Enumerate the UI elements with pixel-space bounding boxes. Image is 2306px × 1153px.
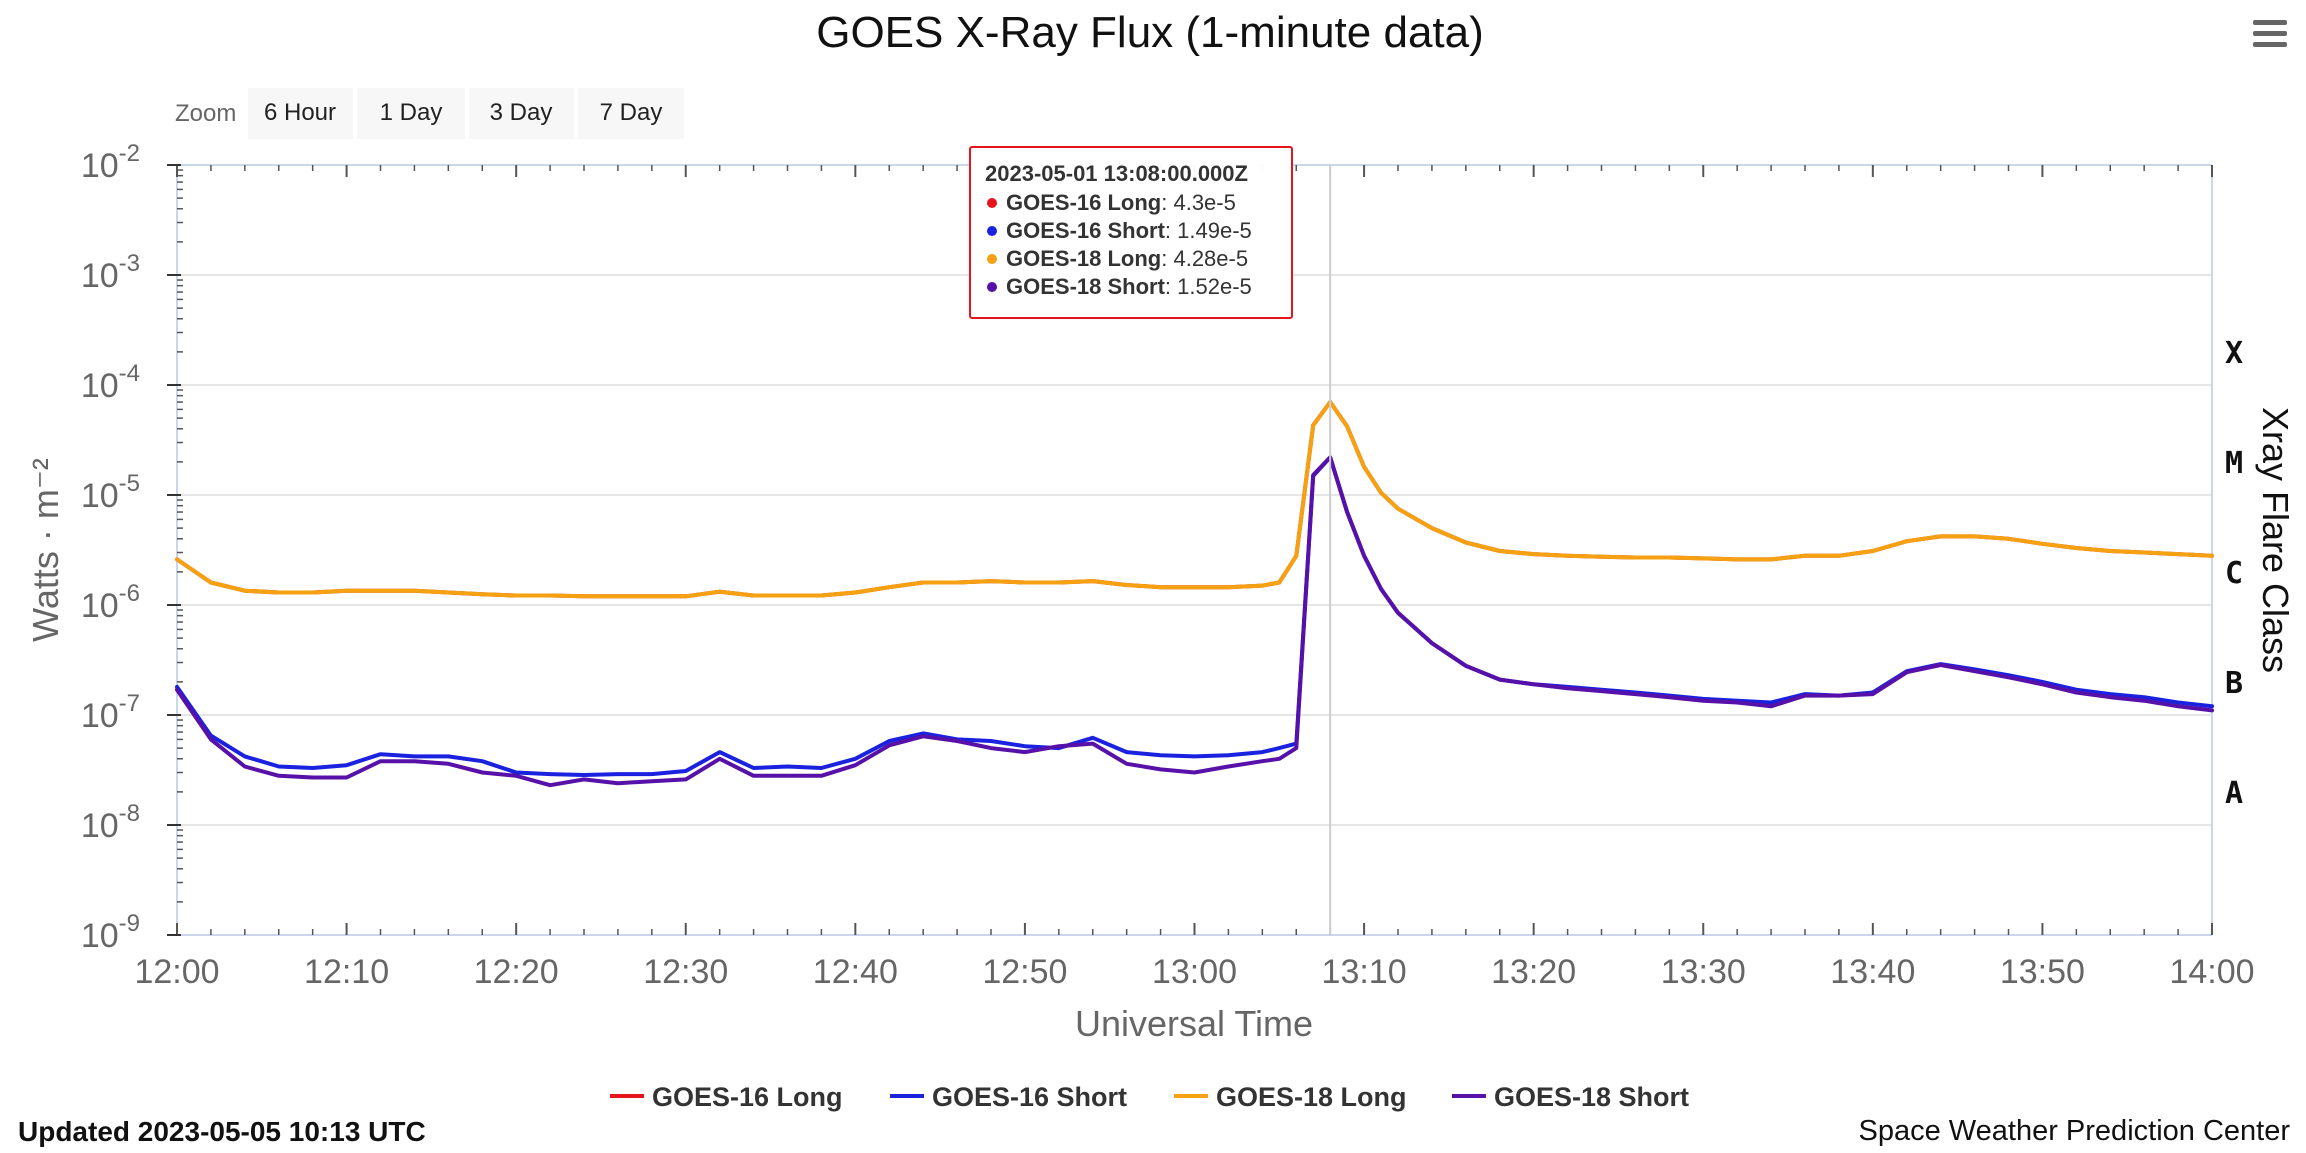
x-tick-label: 12:40 [813,953,898,991]
svg-text:6 Hour: 6 Hour [264,99,336,126]
y-tick-label: 10-5 [81,470,140,515]
tooltip-dot [987,226,997,236]
svg-text:GOES-16 Long: 4.3e-5: GOES-16 Long: 4.3e-5 [1006,190,1236,215]
flare-class-labels: X M C B A [2225,336,2243,811]
zoom-controls: Zoom 6 Hour 1 Day 3 Day 7 Day [175,88,684,139]
y-tick-label: 10-3 [81,250,140,295]
tooltip-dot [987,198,997,208]
y-tick-label: 10-2 [81,140,140,185]
x-tick-label: 14:00 [2169,953,2254,991]
x-tick-label: 13:40 [1830,953,1915,991]
series-line-goes-16-short[interactable] [175,455,2214,777]
legend-item-goes16-short[interactable]: GOES-16 Short [890,1082,1127,1112]
legend-item-goes18-short[interactable]: GOES-18 Short [1452,1082,1689,1112]
y-axis-tick-labels: 10-2 10-3 10-4 10-5 10-6 10-7 10-8 10-9 [81,140,140,955]
updated-timestamp: Updated 2023-05-05 10:13 UTC [18,1116,426,1147]
tooltip-row-goes16-short: GOES-16 Short: 1.49e-5 [987,218,1252,243]
legend-item-goes18-long[interactable]: GOES-18 Long [1174,1082,1407,1112]
x-tick-label: 13:10 [1322,953,1407,991]
x-tick-label: 12:10 [304,953,389,991]
x-tick-label: 13:30 [1661,953,1746,991]
chart-title: GOES X-Ray Flux (1-minute data) [816,8,1484,57]
flare-class-x: X [2225,336,2243,371]
tooltip-dot [987,282,997,292]
y-tick-label: 10-9 [81,910,140,955]
tooltip-row-goes18-long: GOES-18 Long: 4.28e-5 [987,246,1248,271]
x-tick-label: 12:30 [643,953,728,991]
zoom-label: Zoom [175,100,236,127]
series-line-goes-18-long[interactable] [175,400,2214,599]
svg-text:GOES-16 Long: GOES-16 Long [652,1082,843,1112]
svg-text:GOES-18 Long: GOES-18 Long [1216,1082,1407,1112]
zoom-6-hour-button[interactable]: 6 Hour [248,88,353,139]
zoom-1-day-button[interactable]: 1 Day [357,88,465,139]
tooltip-header: 2023-05-01 13:08:00.000Z [985,161,1248,186]
flare-class-a: A [2225,776,2243,811]
tooltip-dot [987,254,997,264]
x-tick-label: 13:50 [2000,953,2085,991]
x-tick-label: 12:00 [134,953,219,991]
y-axis-ticks [167,164,183,936]
tooltip: 2023-05-01 13:08:00.000Z GOES-16 Long: 4… [969,146,1293,319]
tooltip-row-goes18-short: GOES-18 Short: 1.52e-5 [987,274,1252,299]
x-axis-title: Universal Time [1075,1003,1313,1044]
svg-text:1 Day: 1 Day [380,99,443,126]
series-line-goes-16-long[interactable] [175,400,2214,599]
y-tick-label: 10-7 [81,690,140,735]
svg-text:GOES-18 Long: 4.28e-5: GOES-18 Long: 4.28e-5 [1006,246,1248,271]
zoom-7-day-button[interactable]: 7 Day [578,88,684,139]
legend: GOES-16 Long GOES-16 Short GOES-18 Long … [610,1082,1689,1112]
svg-text:GOES-18 Short: GOES-18 Short [1494,1082,1689,1112]
hamburger-menu-icon[interactable] [2247,14,2293,58]
legend-item-goes16-long[interactable]: GOES-16 Long [610,1082,843,1112]
y-tick-label: 10-8 [81,800,140,845]
flare-class-m: M [2225,446,2243,481]
zoom-3-day-button[interactable]: 3 Day [469,88,574,139]
credit-text: Space Weather Prediction Center [1859,1115,2291,1147]
svg-text:7 Day: 7 Day [600,99,663,126]
svg-text:GOES-16 Short: GOES-16 Short [932,1082,1127,1112]
tooltip-row-goes16-long: GOES-16 Long: 4.3e-5 [987,190,1236,215]
x-tick-label: 12:20 [474,953,559,991]
x-tick-label: 13:00 [1152,953,1237,991]
series-line-goes-18-short[interactable] [175,455,2214,788]
x-axis-tick-labels: 12:00 12:10 12:20 12:30 12:40 12:50 13:00 13:10… [134,953,2254,991]
x-axis-ticks [176,165,2213,935]
svg-text:3 Day: 3 Day [490,99,553,126]
svg-text:GOES-16 Short: 1.49e-5: GOES-16 Short: 1.49e-5 [1006,218,1252,243]
svg-text:GOES-18 Short: 1.52e-5: GOES-18 Short: 1.52e-5 [1006,274,1252,299]
series-lines[interactable] [175,400,2214,788]
y-tick-label: 10-4 [81,360,140,405]
y-tick-label: 10-6 [81,580,140,625]
x-tick-label: 13:20 [1491,953,1576,991]
x-tick-label: 12:50 [982,953,1067,991]
y2-axis-title: Xray Flare Class [2255,407,2296,673]
flare-class-c: C [2225,556,2243,591]
flare-class-b: B [2225,666,2243,701]
y-axis-title: Watts · m⁻² [25,458,66,642]
